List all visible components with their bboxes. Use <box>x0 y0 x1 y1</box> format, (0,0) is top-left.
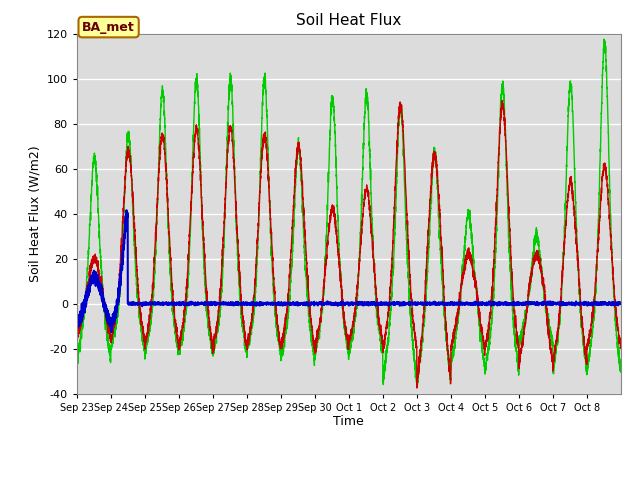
X-axis label: Time: Time <box>333 415 364 429</box>
SHF2 <box>398 301 406 307</box>
SHF3 <box>498 83 506 89</box>
SHF1 <box>413 385 420 391</box>
SHF3 <box>73 355 81 360</box>
SHF2 <box>123 207 131 213</box>
SHF3 <box>369 240 377 246</box>
SHF3 <box>617 364 625 370</box>
Line: SHF1: SHF1 <box>77 101 621 388</box>
Text: BA_met: BA_met <box>82 21 135 34</box>
SHF2 <box>499 301 506 307</box>
SHF2 <box>617 300 625 306</box>
SHF1 <box>186 228 193 234</box>
SHF1 <box>499 98 506 104</box>
SHF2 <box>186 300 194 306</box>
SHF1 <box>539 277 547 283</box>
SHF1 <box>525 283 532 289</box>
SHF3 <box>398 122 406 128</box>
SHF2 <box>525 301 532 307</box>
Title: Soil Heat Flux: Soil Heat Flux <box>296 13 401 28</box>
SHF1 <box>73 333 81 339</box>
SHF1 <box>398 111 406 117</box>
SHF3 <box>539 276 547 282</box>
SHF1 <box>369 245 377 251</box>
SHF3 <box>525 291 532 297</box>
SHF3 <box>186 244 193 250</box>
Y-axis label: Soil Heat Flux (W/m2): Soil Heat Flux (W/m2) <box>28 145 41 282</box>
SHF1 <box>617 344 625 349</box>
SHF2 <box>539 300 547 306</box>
Line: SHF3: SHF3 <box>77 39 621 384</box>
SHF2 <box>108 329 115 335</box>
SHF1 <box>498 106 506 111</box>
Legend: SHF1, SHF2, SHF3: SHF1, SHF2, SHF3 <box>237 477 460 480</box>
SHF2 <box>369 301 377 307</box>
Line: SHF2: SHF2 <box>77 210 621 332</box>
SHF3 <box>380 382 387 387</box>
SHF3 <box>600 36 608 42</box>
SHF2 <box>73 316 81 322</box>
